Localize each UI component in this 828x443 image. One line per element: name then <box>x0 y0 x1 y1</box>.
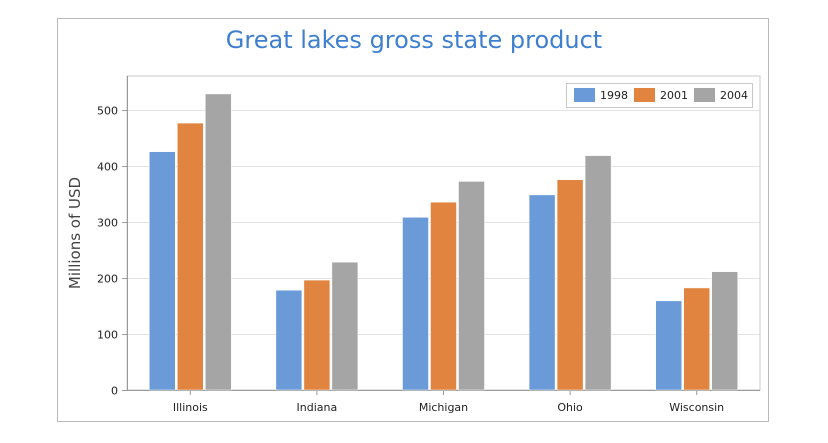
y-axis-label: Millions of USD <box>66 177 84 289</box>
y-tick-label: 100 <box>97 329 118 342</box>
x-tick-label: Ohio <box>557 401 583 414</box>
bar-indiana-2001 <box>303 279 331 391</box>
legend-label-2004: 2004 <box>720 89 748 102</box>
x-tick-labels: Illinois Indiana Michigan Ohio Wisconsin <box>173 401 724 414</box>
bar-ohio-2001 <box>556 179 584 391</box>
legend-swatch-2004 <box>694 88 715 102</box>
legend: 1998 2001 2004 <box>566 83 753 108</box>
y-tick-label: 500 <box>97 105 118 118</box>
y-tick-label: 400 <box>97 161 118 174</box>
y-tick-label: 300 <box>97 217 118 230</box>
bar-michigan-2004 <box>458 181 485 391</box>
bar-michigan-2001 <box>430 201 457 391</box>
legend-swatch-1998 <box>574 88 595 102</box>
x-tick-label: Wisconsin <box>669 401 724 414</box>
bar-illinois-1998 <box>149 151 176 391</box>
bar-illinois-2004 <box>205 93 232 391</box>
legend-label-1998: 1998 <box>600 89 628 102</box>
chart-title: Great lakes gross state product <box>225 26 603 54</box>
bar-ohio-2004 <box>584 155 612 391</box>
y-tick-label: 200 <box>97 273 118 286</box>
bar-michigan-1998 <box>402 217 429 391</box>
y-tick-label: 0 <box>111 385 118 398</box>
bar-wisconsin-2004 <box>711 271 738 391</box>
x-tick-label: Indiana <box>297 401 338 414</box>
bar-indiana-1998 <box>275 289 303 391</box>
bar-illinois-2001 <box>177 122 204 391</box>
bars <box>149 93 738 391</box>
bar-wisconsin-2001 <box>683 287 710 391</box>
bar-ohio-1998 <box>528 194 556 391</box>
y-tick-labels: 0 100 200 300 400 500 <box>97 105 118 398</box>
legend-swatch-2001 <box>634 88 655 102</box>
x-tick-label: Michigan <box>419 401 468 414</box>
legend-label-2001: 2001 <box>660 89 688 102</box>
bar-indiana-2004 <box>331 261 359 391</box>
legend-box <box>566 83 753 108</box>
bar-wisconsin-1998 <box>655 300 682 391</box>
x-tick-label: Illinois <box>173 401 208 414</box>
